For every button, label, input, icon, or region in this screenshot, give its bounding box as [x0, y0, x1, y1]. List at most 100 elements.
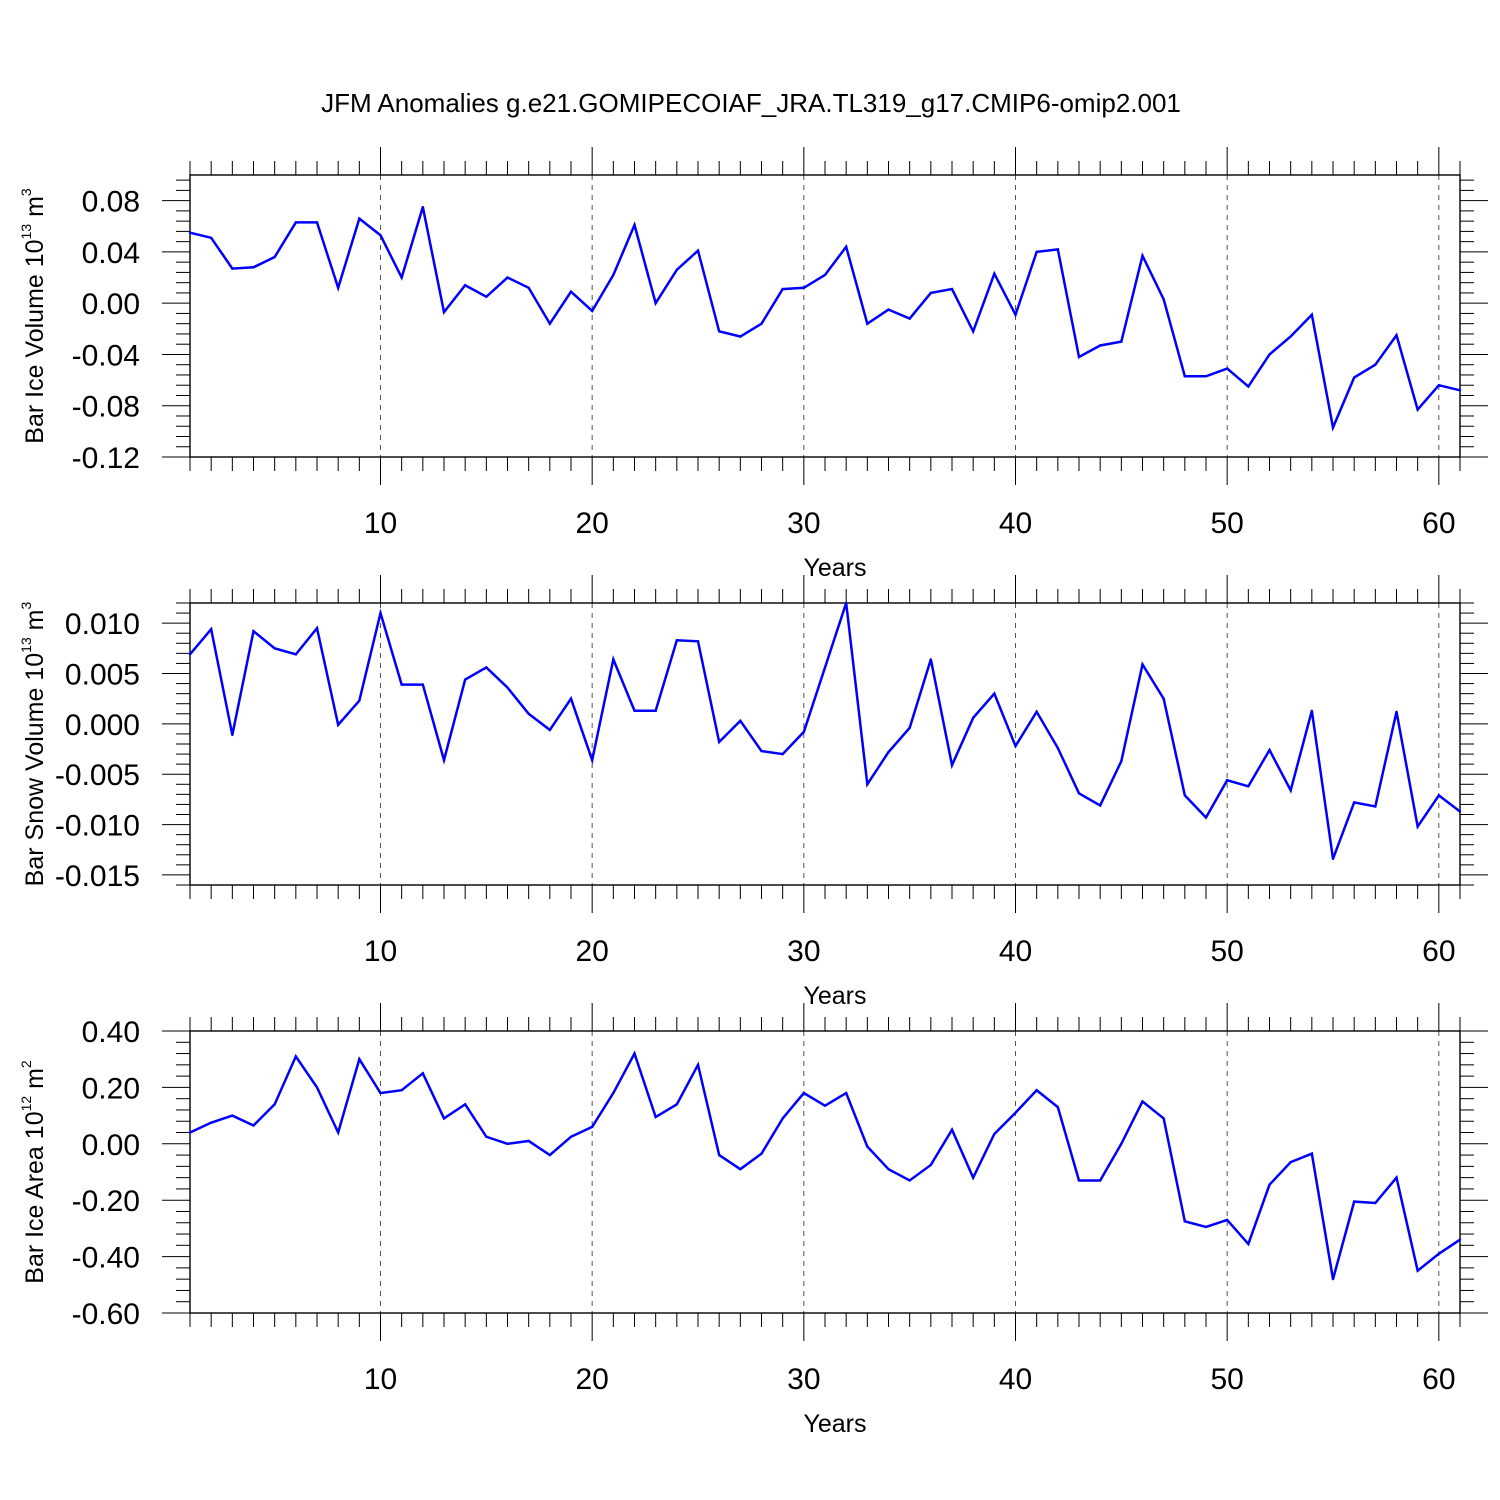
data-point: [1416, 408, 1419, 411]
y-axis-label: Bar Snow Volume 1013 m3: [18, 601, 49, 886]
data-point: [1437, 794, 1441, 797]
y-tick-label: 0.08: [82, 186, 140, 219]
data-point: [1289, 335, 1292, 338]
data-point: [1141, 254, 1144, 257]
data-point: [1310, 709, 1314, 712]
data-point: [421, 205, 425, 209]
y-tick-label: -0.04: [72, 339, 140, 372]
data-point: [252, 1124, 255, 1127]
y-tick-label: -0.12: [72, 442, 140, 475]
data-point: [358, 1058, 361, 1061]
y-tick-label: 0.005: [65, 659, 140, 692]
chart-title: JFM Anomalies g.e21.GOMIPECOIAF_JRA.TL31…: [321, 88, 1181, 118]
y-tick-label: 0.010: [65, 608, 140, 641]
data-point: [781, 287, 784, 291]
data-point: [548, 1153, 552, 1157]
data-point: [971, 716, 975, 720]
x-tick-label: 50: [1210, 935, 1243, 968]
data-point: [548, 728, 552, 732]
data-point: [717, 740, 721, 744]
data-point: [294, 653, 298, 656]
x-axis-label: Years: [803, 554, 866, 582]
data-point: [273, 255, 276, 259]
data-point: [463, 284, 467, 287]
data-point: [929, 658, 933, 661]
data-point: [1204, 816, 1208, 819]
data-point: [273, 647, 276, 650]
data-point: [252, 266, 255, 269]
data-point: [463, 1103, 467, 1106]
data-point: [971, 1176, 975, 1179]
data-point: [252, 630, 255, 633]
data-point: [1014, 1111, 1017, 1114]
data-point: [866, 1145, 869, 1148]
y-axis-label-text: Bar Ice Area 10: [21, 1111, 49, 1283]
data-point: [1352, 801, 1356, 804]
data-point: [1077, 355, 1081, 359]
data-point: [1247, 785, 1250, 788]
data-point: [675, 639, 679, 642]
data-point: [209, 236, 213, 240]
data-point: [1162, 697, 1165, 700]
y-axis-label-text: Bar Snow Volume 10: [21, 653, 49, 886]
data-point: [1458, 389, 1462, 392]
y-tick-label: -0.60: [72, 1298, 140, 1331]
data-point: [1458, 810, 1462, 813]
data-point: [209, 1121, 213, 1124]
data-point: [1416, 825, 1419, 828]
data-point: [802, 1091, 806, 1095]
x-axis-label: Years: [803, 982, 866, 1010]
data-point: [506, 1142, 509, 1146]
data-point: [1310, 313, 1314, 316]
y-axis-label-text: Bar Ice Volume 10: [21, 239, 49, 443]
data-point: [633, 709, 636, 712]
data-point: [1014, 744, 1017, 748]
data-point: [1098, 344, 1102, 347]
data-point: [844, 1091, 848, 1095]
data-point: [273, 1103, 276, 1106]
data-point: [1141, 663, 1144, 666]
data-point: [527, 1139, 530, 1143]
data-point: [590, 309, 594, 313]
y-axis-label-exp: 12: [18, 1096, 34, 1112]
y-tick-label: 0.20: [82, 1072, 140, 1105]
data-point: [315, 221, 319, 224]
data-point: [696, 249, 700, 252]
data-point: [506, 686, 509, 689]
y-axis-label: Bar Ice Volume 1013 m3: [18, 188, 49, 444]
data-point: [1035, 1089, 1038, 1092]
data-point: [1437, 384, 1441, 387]
data-point: [569, 697, 573, 700]
data-point: [993, 1132, 996, 1136]
data-point: [1225, 1218, 1229, 1222]
x-tick-label: 20: [575, 1363, 608, 1396]
data-point: [887, 750, 890, 754]
y-tick-label: -0.015: [55, 860, 140, 893]
data-point: [908, 726, 911, 730]
y-axis-label-unit-exp: 2: [18, 1060, 34, 1068]
data-point: [1268, 1183, 1271, 1186]
data-point: [463, 678, 467, 681]
data-point: [421, 1072, 425, 1075]
data-point: [527, 712, 530, 715]
data-point: [188, 653, 192, 656]
data-point: [569, 290, 573, 293]
data-point: [506, 276, 509, 279]
x-tick-label: 30: [787, 935, 820, 968]
data-point: [527, 286, 530, 289]
y-tick-label: -0.08: [72, 391, 140, 424]
data-point: [1352, 376, 1356, 379]
y-tick-label: 0.000: [65, 709, 140, 742]
data-point: [442, 310, 446, 314]
data-point: [1162, 1117, 1165, 1120]
y-tick-label: -0.40: [72, 1242, 140, 1275]
data-point: [379, 611, 382, 615]
data-point: [739, 1167, 742, 1171]
data-point: [971, 330, 975, 333]
data-point: [294, 221, 298, 224]
data-point: [950, 1128, 954, 1131]
data-point: [485, 666, 488, 669]
y-axis-label-unit: m: [21, 609, 49, 637]
y-axis-label-unit: m: [21, 1068, 49, 1096]
